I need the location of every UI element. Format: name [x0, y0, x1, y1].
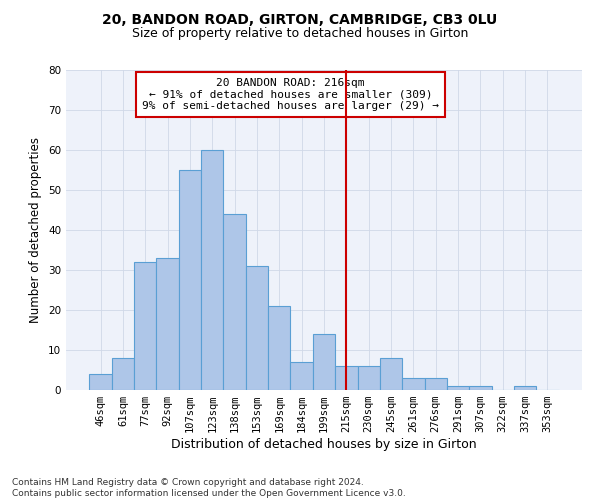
Bar	[425, 378, 447, 390]
Bar	[290, 362, 313, 390]
X-axis label: Distribution of detached houses by size in Girton: Distribution of detached houses by size …	[171, 438, 477, 451]
Bar	[112, 358, 134, 390]
Bar	[358, 366, 380, 390]
Text: 20, BANDON ROAD, GIRTON, CAMBRIDGE, CB3 0LU: 20, BANDON ROAD, GIRTON, CAMBRIDGE, CB3 …	[103, 12, 497, 26]
Text: 20 BANDON ROAD: 216sqm
← 91% of detached houses are smaller (309)
9% of semi-det: 20 BANDON ROAD: 216sqm ← 91% of detached…	[142, 78, 439, 111]
Text: Contains HM Land Registry data © Crown copyright and database right 2024.
Contai: Contains HM Land Registry data © Crown c…	[12, 478, 406, 498]
Bar	[201, 150, 223, 390]
Bar	[402, 378, 425, 390]
Bar	[268, 306, 290, 390]
Y-axis label: Number of detached properties: Number of detached properties	[29, 137, 43, 323]
Bar	[380, 358, 402, 390]
Bar	[223, 214, 246, 390]
Bar	[157, 258, 179, 390]
Bar	[514, 386, 536, 390]
Text: Size of property relative to detached houses in Girton: Size of property relative to detached ho…	[132, 28, 468, 40]
Bar	[313, 334, 335, 390]
Bar	[179, 170, 201, 390]
Bar	[335, 366, 358, 390]
Bar	[134, 262, 157, 390]
Bar	[246, 266, 268, 390]
Bar	[447, 386, 469, 390]
Bar	[469, 386, 491, 390]
Bar	[89, 374, 112, 390]
